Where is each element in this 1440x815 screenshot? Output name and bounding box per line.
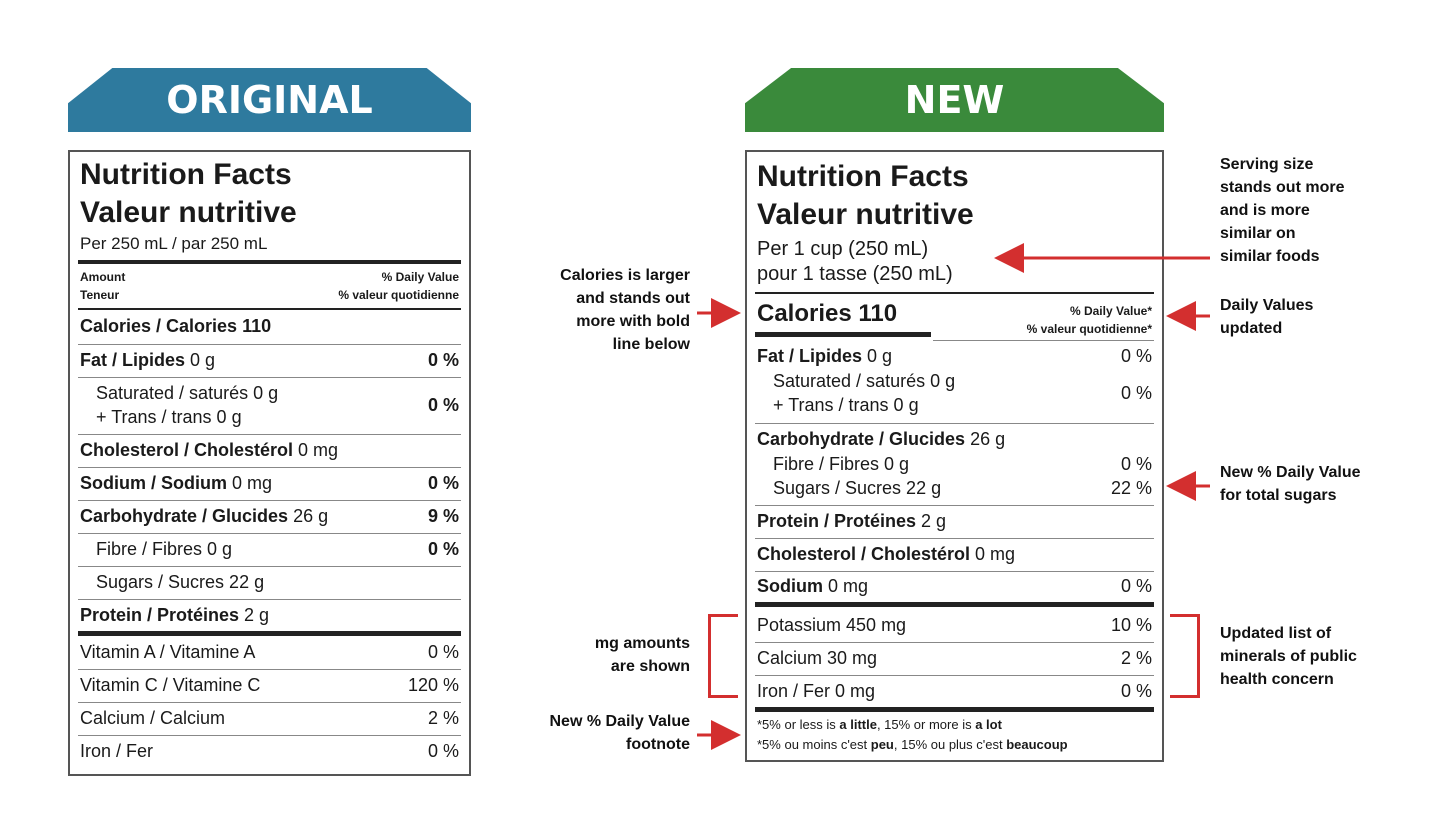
new-row-cholesterol: Cholesterol / Cholestérol 0 mg bbox=[757, 544, 1016, 564]
annotation-minerals: Updated list of minerals of public healt… bbox=[1220, 625, 1357, 688]
divider bbox=[755, 675, 1154, 676]
original-calories: Calories / Calories 110 bbox=[80, 316, 272, 336]
original-value-vitamin-a: 0 % bbox=[427, 642, 459, 662]
original-value-iron: 0 % bbox=[427, 741, 459, 761]
original-amount-fr: Teneur bbox=[80, 288, 120, 302]
new-row-sodium: Sodium 0 mg bbox=[757, 576, 869, 596]
divider bbox=[755, 571, 1154, 572]
original-value-carbohydrate: 9 % bbox=[427, 506, 459, 526]
new-value-fat: 0 % bbox=[1120, 346, 1152, 366]
original-value-vitamin-c: 120 % bbox=[407, 675, 459, 695]
original-row-cholesterol: Cholesterol / Cholestérol 0 mg bbox=[80, 440, 339, 460]
original-row-vitamin-a: Vitamin A / Vitamine A bbox=[80, 642, 256, 662]
divider bbox=[78, 533, 461, 534]
original-label-panel: Nutrition Facts Valeur nutritive Per 250… bbox=[68, 150, 471, 776]
new-calories: Calories 110 bbox=[757, 300, 898, 327]
new-row-potassium: Potassium 450 mg bbox=[757, 615, 907, 635]
new-value-calcium: 2 % bbox=[1120, 648, 1152, 668]
new-row-fibre: Fibre / Fibres 0 g bbox=[773, 454, 910, 474]
original-value-fibre: 0 % bbox=[427, 539, 459, 559]
annotation-calories: Calories is larger and stands out more w… bbox=[560, 267, 690, 353]
new-row-saturated: Saturated / saturés 0 g bbox=[773, 371, 956, 391]
original-row-vitamin-c: Vitamin C / Vitamine C bbox=[80, 675, 261, 695]
original-title-fr: Valeur nutritive bbox=[80, 196, 297, 229]
new-row-protein: Protein / Protéines 2 g bbox=[757, 511, 947, 531]
annotation-serving-size: Serving size stands out more and is more… bbox=[1220, 156, 1345, 265]
divider bbox=[78, 377, 461, 378]
divider bbox=[78, 344, 461, 345]
divider bbox=[78, 260, 461, 264]
divider bbox=[78, 434, 461, 435]
original-value-saturated: 0 % bbox=[427, 395, 459, 415]
new-value-fibre: 0 % bbox=[1120, 454, 1152, 474]
divider bbox=[755, 642, 1154, 643]
original-value-sodium: 0 % bbox=[427, 473, 459, 493]
annotation-daily-values: Daily Values updated bbox=[1220, 297, 1314, 337]
new-label-panel: Nutrition Facts Valeur nutritive Per 1 c… bbox=[745, 150, 1164, 762]
original-dv-fr: % valeur quotidienne bbox=[338, 288, 459, 302]
new-row-fat: Fat / Lipides 0 g bbox=[757, 346, 893, 366]
new-row-calcium: Calcium 30 mg bbox=[757, 648, 878, 668]
new-value-iron: 0 % bbox=[1120, 681, 1152, 701]
new-row-carbohydrate: Carbohydrate / Glucides 26 g bbox=[757, 429, 1006, 449]
original-title-en: Nutrition Facts bbox=[80, 158, 292, 191]
divider bbox=[78, 467, 461, 468]
new-banner: NEW bbox=[745, 68, 1164, 132]
divider bbox=[78, 308, 461, 310]
original-value-fat: 0 % bbox=[427, 350, 459, 370]
original-row-fat: Fat / Lipides 0 g bbox=[80, 350, 216, 370]
bracket-mg-amounts bbox=[708, 614, 738, 698]
divider bbox=[78, 735, 461, 736]
original-row-trans: + Trans / trans 0 g bbox=[96, 407, 242, 427]
new-serving-en: Per 1 cup (250 mL) bbox=[757, 238, 929, 260]
new-value-saturated: 0 % bbox=[1120, 383, 1152, 403]
original-amount-en: Amount bbox=[80, 270, 126, 284]
annotation-mg-amounts: mg amounts are shown bbox=[594, 635, 690, 675]
new-dv-fr: % valeur quotidienne* bbox=[1026, 322, 1152, 336]
original-value-calcium: 2 % bbox=[427, 708, 459, 728]
new-footnote-fr: *5% ou moins c'est peu, 15% ou plus c'es… bbox=[757, 737, 1068, 752]
new-value-potassium: 10 % bbox=[1110, 615, 1152, 635]
new-value-sugars: 22 % bbox=[1110, 478, 1152, 498]
original-row-protein: Protein / Protéines 2 g bbox=[80, 605, 270, 625]
original-serving: Per 250 mL / par 250 mL bbox=[80, 234, 268, 253]
divider bbox=[78, 599, 461, 600]
new-title-en: Nutrition Facts bbox=[757, 160, 969, 193]
new-footnote-en: *5% or less is a little, 15% or more is … bbox=[757, 717, 1002, 732]
original-row-sodium: Sodium / Sodium 0 mg bbox=[80, 473, 273, 493]
divider bbox=[755, 707, 1154, 712]
divider bbox=[755, 423, 1154, 424]
original-row-iron: Iron / Fer bbox=[80, 741, 154, 761]
original-row-saturated: Saturated / saturés 0 g bbox=[96, 383, 279, 403]
bracket-minerals bbox=[1170, 614, 1200, 698]
divider bbox=[78, 500, 461, 501]
divider bbox=[78, 669, 461, 670]
divider bbox=[78, 631, 461, 636]
new-row-sugars: Sugars / Sucres 22 g bbox=[773, 478, 942, 498]
new-value-sodium: 0 % bbox=[1120, 576, 1152, 596]
original-dv-en: % Daily Value bbox=[381, 270, 459, 284]
original-row-sugars: Sugars / Sucres 22 g bbox=[96, 572, 265, 592]
new-row-trans: + Trans / trans 0 g bbox=[773, 395, 919, 415]
original-banner: ORIGINAL bbox=[68, 68, 471, 132]
divider bbox=[78, 566, 461, 567]
calories-bold-line bbox=[755, 332, 931, 337]
original-row-fibre: Fibre / Fibres 0 g bbox=[96, 539, 233, 559]
original-row-carbohydrate: Carbohydrate / Glucides 26 g bbox=[80, 506, 329, 526]
divider bbox=[78, 702, 461, 703]
annotation-sugars: New % Daily Value for total sugars bbox=[1220, 464, 1361, 504]
divider bbox=[933, 340, 1154, 341]
divider bbox=[755, 602, 1154, 607]
divider bbox=[755, 292, 1154, 294]
new-row-iron: Iron / Fer 0 mg bbox=[757, 681, 876, 701]
original-row-calcium: Calcium / Calcium bbox=[80, 708, 226, 728]
annotation-footnote: New % Daily Value footnote bbox=[549, 713, 690, 753]
divider bbox=[755, 505, 1154, 506]
new-dv-en: % Daily Value* bbox=[1069, 304, 1152, 318]
divider bbox=[755, 538, 1154, 539]
new-serving-fr: pour 1 tasse (250 mL) bbox=[757, 263, 953, 285]
new-title-fr: Valeur nutritive bbox=[757, 198, 974, 231]
